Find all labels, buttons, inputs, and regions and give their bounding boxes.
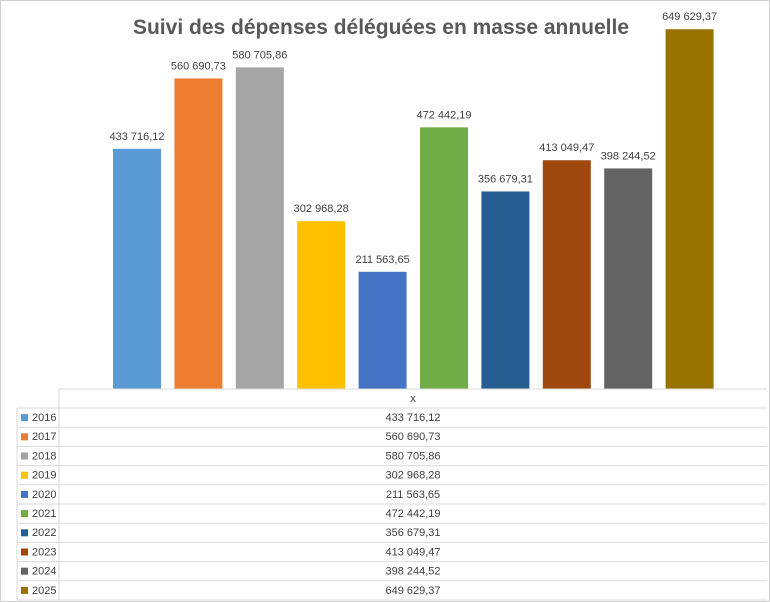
legend-key-2023 bbox=[21, 548, 28, 556]
table-row-value-2020: 211 563,65 bbox=[386, 489, 440, 501]
bar-2016 bbox=[113, 148, 161, 389]
data-labels-group: 433 716,12 560 690,73 580 705,86 302 968,28… bbox=[109, 11, 717, 266]
bar-2022 bbox=[481, 191, 530, 389]
table-row-value-2022: 356 679,31 bbox=[385, 527, 440, 539]
legend-key-2025 bbox=[21, 586, 28, 594]
table-row-value-2023: 413 049,47 bbox=[385, 546, 440, 558]
data-label-2016: 433 716,12 bbox=[109, 131, 164, 143]
table-row-name-2024: 2024 bbox=[32, 566, 56, 578]
table-row-name-2020: 2020 bbox=[32, 489, 56, 501]
bars-group bbox=[113, 29, 714, 390]
data-label-2020: 211 563,65 bbox=[355, 254, 409, 266]
bar-2021 bbox=[420, 127, 468, 389]
table-row-value-2019: 302 968,28 bbox=[385, 470, 440, 482]
table-row-value-2017: 560 690,73 bbox=[385, 431, 440, 443]
bar-2019 bbox=[297, 221, 346, 389]
table-row-value-2025: 649 629,37 bbox=[385, 585, 440, 597]
data-label-2018: 580 705,86 bbox=[232, 49, 287, 61]
legend-key-2019 bbox=[21, 471, 28, 479]
data-label-2024: 398 244,52 bbox=[601, 150, 656, 162]
table-row-name-2023: 2023 bbox=[32, 546, 56, 558]
legend-key-2018 bbox=[21, 452, 28, 460]
legend-key-2024 bbox=[21, 567, 28, 575]
legend-key-2021 bbox=[21, 510, 28, 518]
table-row-value-2018: 580 705,86 bbox=[385, 450, 440, 462]
legend-key-2016 bbox=[21, 414, 28, 422]
bar-2017 bbox=[174, 78, 223, 389]
table-row-name-2021: 2021 bbox=[32, 508, 56, 520]
data-table: x 2016 433 716,12 2017 560 690,73 2018 580 705… bbox=[16, 388, 767, 601]
table-header-x: x bbox=[410, 393, 416, 405]
bar-2025 bbox=[665, 29, 714, 390]
data-label-2023: 413 049,47 bbox=[539, 142, 594, 154]
table-row-value-2016: 433 716,12 bbox=[385, 412, 440, 424]
data-label-2017: 560 690,73 bbox=[171, 60, 226, 72]
legend-key-2017 bbox=[21, 433, 28, 441]
chart-title: Suivi des dépenses déléguées en masse an… bbox=[133, 16, 629, 39]
legend-key-2020 bbox=[21, 490, 28, 498]
data-label-2021: 472 442,19 bbox=[416, 109, 471, 121]
bar-2018 bbox=[235, 67, 284, 389]
table-row-value-2021: 472 442,19 bbox=[385, 508, 440, 520]
table-row-value-2024: 398 244,52 bbox=[385, 566, 440, 578]
table-row-name-2016: 2016 bbox=[32, 412, 56, 424]
table-row-name-2018: 2018 bbox=[32, 450, 56, 462]
table-row-name-2022: 2022 bbox=[32, 527, 56, 539]
bar-2023 bbox=[542, 160, 591, 389]
bar-2024 bbox=[604, 168, 653, 389]
table-row-name-2017: 2017 bbox=[32, 431, 56, 443]
data-label-2019: 302 968,28 bbox=[294, 203, 349, 215]
legend-key-2022 bbox=[21, 529, 28, 537]
data-label-2025: 649 629,37 bbox=[662, 11, 717, 23]
bar-2020 bbox=[358, 271, 407, 389]
data-label-2022: 356 679,31 bbox=[478, 173, 533, 185]
table-row-name-2019: 2019 bbox=[32, 470, 56, 482]
table-row-name-2025: 2025 bbox=[32, 585, 56, 597]
